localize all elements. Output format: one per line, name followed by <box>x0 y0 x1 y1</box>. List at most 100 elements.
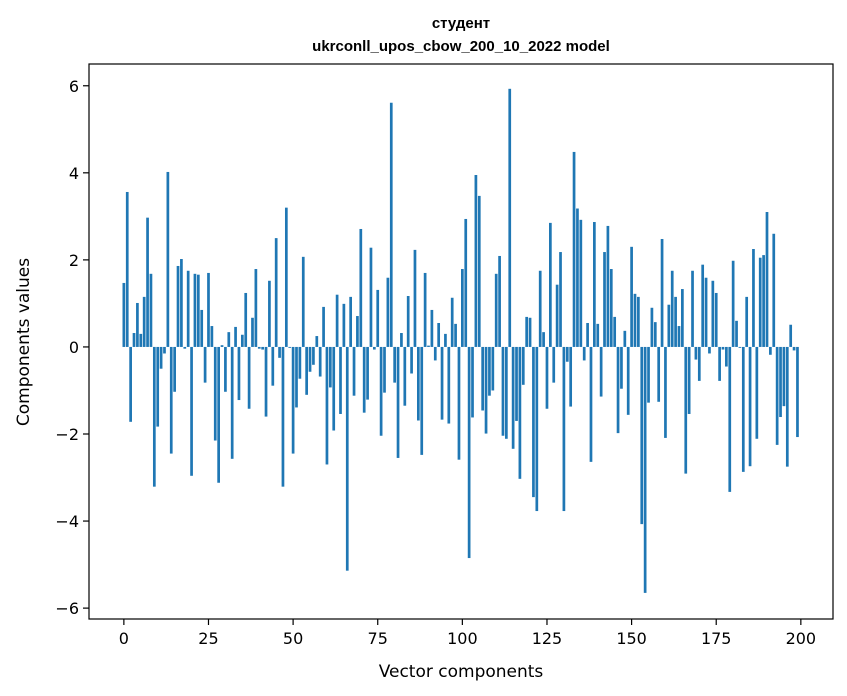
bar-30 <box>224 346 227 392</box>
bar-17 <box>180 259 183 347</box>
bar-168 <box>691 270 694 347</box>
bar-120 <box>528 317 532 347</box>
bar-184 <box>745 296 749 347</box>
x-tick-label: 25 <box>198 629 218 648</box>
bar-59 <box>322 306 325 347</box>
bar-164 <box>677 326 681 347</box>
bar-76 <box>379 346 383 436</box>
bar-38 <box>251 317 254 347</box>
bar-107 <box>484 346 488 434</box>
x-tick-label: 75 <box>368 629 388 648</box>
bar-1 <box>125 191 129 347</box>
bar-183 <box>741 346 745 472</box>
bar-75 <box>376 289 380 347</box>
bar-22 <box>196 274 200 347</box>
x-tick-label: 150 <box>616 629 647 648</box>
bar-15 <box>173 346 176 392</box>
bar-177 <box>721 346 725 350</box>
bar-4 <box>136 302 139 347</box>
y-tick-label: 2 <box>69 251 79 270</box>
bar-142 <box>603 252 606 347</box>
bar-158 <box>657 346 661 402</box>
bar-77 <box>383 346 386 393</box>
bar-172 <box>704 277 708 347</box>
bars-group <box>122 88 799 593</box>
bar-35 <box>240 334 244 347</box>
bar-151 <box>633 293 637 347</box>
bar-71 <box>362 346 366 413</box>
bar-197 <box>789 324 793 347</box>
bar-94 <box>440 346 444 420</box>
bar-188 <box>758 257 762 347</box>
bar-48 <box>284 207 288 347</box>
bar-91 <box>430 309 434 347</box>
bar-55 <box>308 346 312 372</box>
bar-34 <box>237 346 241 401</box>
bar-100 <box>461 269 464 347</box>
bar-111 <box>498 255 501 347</box>
bar-121 <box>532 346 535 498</box>
bar-29 <box>220 345 224 347</box>
bar-52 <box>298 346 302 379</box>
bar-108 <box>488 346 491 396</box>
bar-141 <box>599 346 603 397</box>
bar-146 <box>616 346 620 434</box>
bar-127 <box>552 346 556 383</box>
bar-117 <box>518 346 522 479</box>
bar-41 <box>261 346 264 350</box>
bar-182 <box>738 346 742 348</box>
x-axis-label: Vector components <box>379 662 544 682</box>
x-tick-label: 0 <box>119 629 129 648</box>
bar-196 <box>785 346 789 467</box>
bar-169 <box>694 346 698 360</box>
bar-123 <box>538 270 542 347</box>
bar-128 <box>555 284 559 347</box>
bar-173 <box>708 346 711 354</box>
bar-174 <box>711 280 715 347</box>
bar-160 <box>664 346 667 438</box>
bar-115 <box>511 346 515 449</box>
bar-179 <box>728 346 732 492</box>
bar-73 <box>369 247 373 347</box>
bar-155 <box>647 346 650 403</box>
bar-129 <box>559 252 562 347</box>
bar-26 <box>210 326 214 347</box>
bar-137 <box>586 323 589 347</box>
bar-40 <box>257 346 261 349</box>
bar-110 <box>494 273 498 347</box>
bar-139 <box>593 222 596 347</box>
bar-49 <box>288 346 292 348</box>
bar-31 <box>227 332 231 347</box>
bar-72 <box>366 346 369 400</box>
bar-152 <box>637 296 640 347</box>
bar-69 <box>356 316 359 347</box>
bar-150 <box>630 246 633 347</box>
bar-6 <box>142 296 146 347</box>
bar-193 <box>775 346 779 445</box>
bar-78 <box>386 277 390 347</box>
bar-140 <box>596 323 600 347</box>
bar-95 <box>444 333 447 347</box>
bar-21 <box>193 273 197 347</box>
bar-199 <box>796 346 799 438</box>
bar-81 <box>396 346 400 458</box>
bar-166 <box>684 346 688 474</box>
bar-0 <box>122 282 126 347</box>
bar-85 <box>410 346 413 374</box>
bar-83 <box>403 346 407 406</box>
bar-162 <box>670 270 674 347</box>
bar-167 <box>687 346 691 414</box>
bar-80 <box>393 346 397 383</box>
bar-105 <box>477 195 481 347</box>
bar-138 <box>589 346 593 462</box>
bar-104 <box>474 175 478 347</box>
y-tick-label: 4 <box>69 164 79 183</box>
bar-181 <box>735 320 738 347</box>
bar-159 <box>660 238 664 347</box>
bar-130 <box>562 346 566 512</box>
bar-180 <box>731 260 735 347</box>
bar-23 <box>200 309 204 347</box>
bar-132 <box>569 346 573 407</box>
plot-frame <box>88 63 834 620</box>
